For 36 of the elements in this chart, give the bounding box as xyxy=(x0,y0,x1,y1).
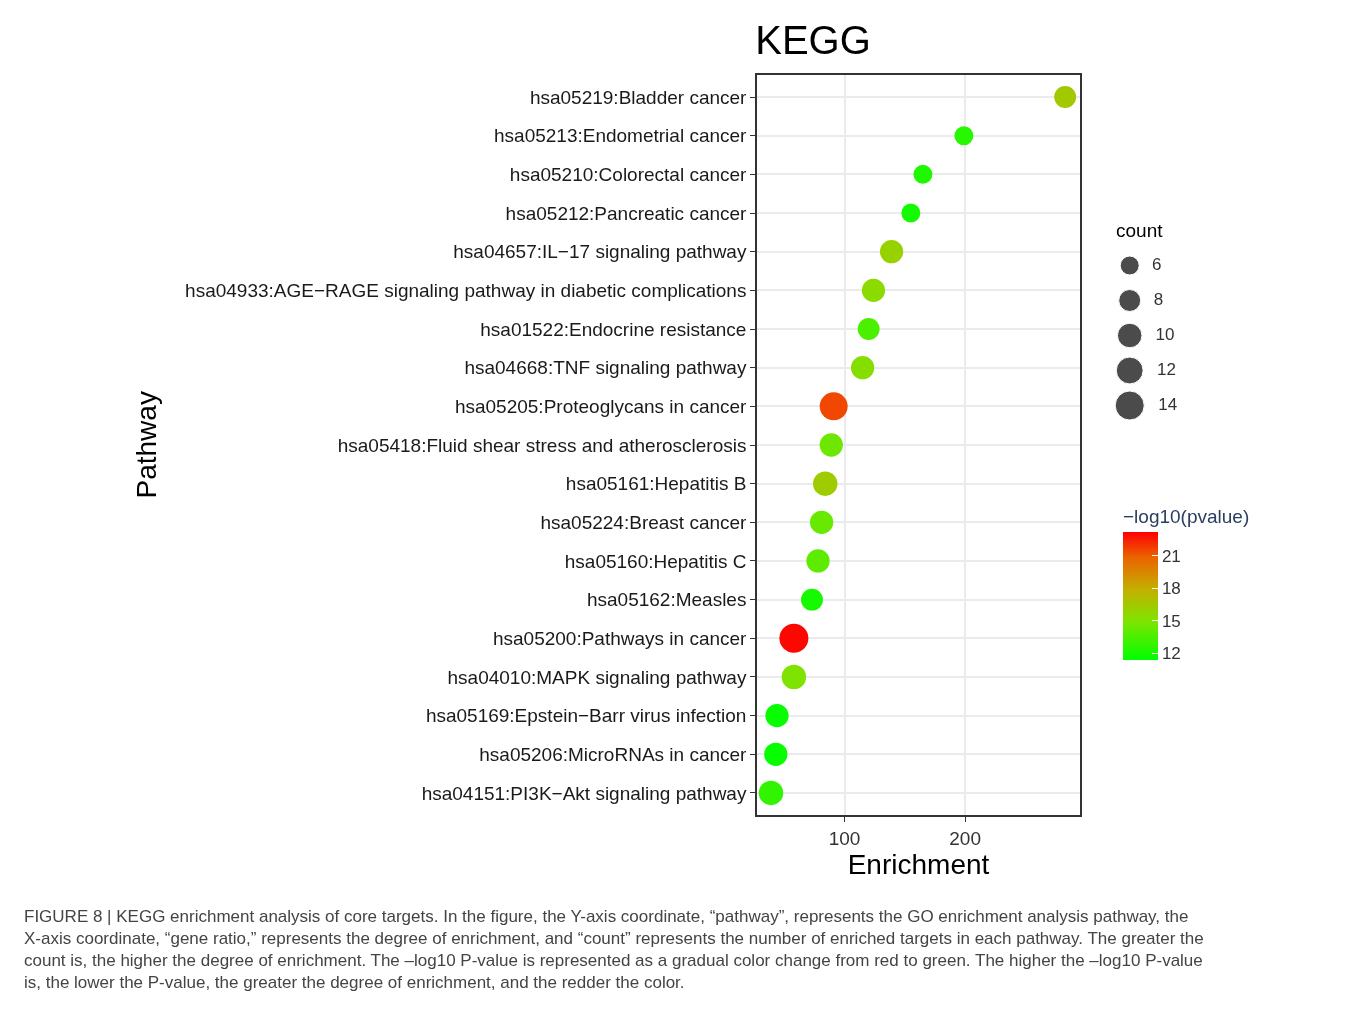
legend-label: 12 xyxy=(1147,359,1176,379)
color-bar-label: 12 xyxy=(1161,644,1181,664)
y-tick-label: hsa05213:Endometrial cancer xyxy=(494,125,748,147)
y-tick-label: hsa05224:Breast cancer xyxy=(540,511,748,533)
legend-label: 14 xyxy=(1148,394,1178,414)
legend-title: count xyxy=(1116,220,1164,241)
color-bar-title: −log10(pvalue) xyxy=(1123,506,1250,528)
y-tick-label: hsa04933:AGE−RAGE signaling pathway in diabetic complications xyxy=(185,280,747,301)
y-tick-label: hsa05169:Epstein−Barr virus infection xyxy=(425,705,747,727)
color-bar-label: 21 xyxy=(1161,546,1181,566)
color-bar-label: 18 xyxy=(1161,579,1181,599)
y-tick-label: hsa04657:IL−17 signaling pathway xyxy=(453,241,747,263)
caption: FIGURE 8 | KEGG enrichment analysis of core targets. In the figure, the Y-axis coordinate, “pathway”, represents the GO enrichment analysis pathway, the X-axis coordinate, “gene ratio,” represents the degree of enrichment, and “count” represents the number of enriched targets in each pathway. The greater the count is, the higher the degree of enrichment. The –log10 P-value is represented as a gradual color change from red to green. The higher the –log10 P-value is, the lower the P-value, the greater the degree of enrichment, and the redder the color. xyxy=(24,907,1204,993)
y-tick-label: hsa05161:Hepatitis B xyxy=(565,473,747,495)
y-tick-label: hsa04010:MAPK signaling pathway xyxy=(447,666,747,688)
y-tick-label: hsa05210:Colorectal cancer xyxy=(509,164,748,186)
y-tick-label: hsa05418:Fluid shear stress and atherosclerosis xyxy=(337,434,747,456)
y-tick-label: hsa05212:Pancreatic cancer xyxy=(505,202,748,224)
x-axis-title: Enrichment xyxy=(847,848,990,880)
legend-label: 8 xyxy=(1144,289,1164,309)
legend-label: 6 xyxy=(1142,254,1162,274)
y-tick-label: hsa05162:Measles xyxy=(586,589,747,611)
legend-label: 10 xyxy=(1146,324,1175,344)
x-tick-label: 200 xyxy=(949,827,981,849)
y-tick-label: hsa05219:Bladder cancer xyxy=(529,86,748,108)
y-tick-label: hsa05205:Proteoglycans in cancer xyxy=(454,395,748,417)
y-tick-label: hsa04151:PI3K−Akt signaling pathway xyxy=(421,782,747,804)
y-tick-label: hsa01522:Endocrine resistance xyxy=(480,318,747,340)
y-tick-label: hsa05206:MicroRNAs in cancer xyxy=(479,743,748,765)
y-tick-label: hsa05160:Hepatitis C xyxy=(564,550,747,572)
y-axis-title: Pathway xyxy=(130,391,162,499)
y-tick-label: hsa05200:Pathways in cancer xyxy=(492,627,748,649)
y-tick-label: hsa04668:TNF signaling pathway xyxy=(464,357,747,379)
chart-title: KEGG xyxy=(755,18,871,62)
color-bar-label: 15 xyxy=(1161,611,1181,631)
x-tick-label: 100 xyxy=(828,827,861,849)
